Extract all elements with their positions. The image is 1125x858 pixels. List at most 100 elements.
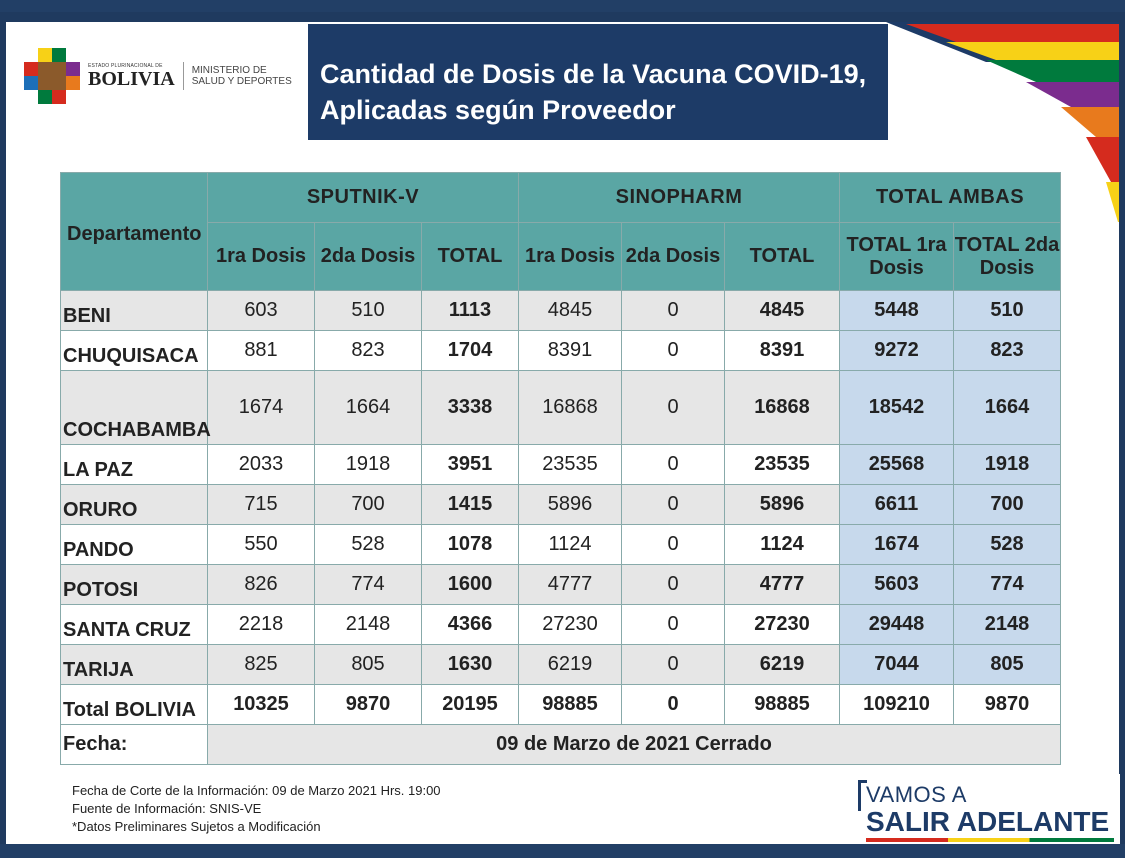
department-name: COCHABAMBA	[60, 370, 211, 445]
table-cell: 805	[953, 644, 1061, 685]
header: ESTADO PLURINACIONAL DE BOLIVIA MINISTER…	[6, 22, 1119, 222]
total-cell: 20195	[421, 684, 519, 725]
table-cell: 4777	[724, 564, 840, 605]
slogan-line1: VAMOS A	[866, 782, 967, 807]
group-sinopharm: SINOPHARM	[518, 172, 840, 223]
total-cell: 109210	[839, 684, 954, 725]
table-cell: 550	[207, 524, 315, 565]
table-cell: 25568	[839, 444, 954, 485]
footnote-source: Fuente de Información: SNIS-VE	[72, 801, 262, 816]
table-cell: 5896	[518, 484, 622, 525]
group-total-ambas: TOTAL AMBAS	[839, 172, 1061, 223]
table-cell: 1674	[839, 524, 954, 565]
table-cell: 4845	[724, 290, 840, 331]
table-cell: 1674	[207, 370, 315, 445]
table-row: LA PAZ 2033 1918 3951 23535 0 23535 25568 1918	[60, 444, 1061, 485]
table-cell: 0	[621, 564, 725, 605]
dep-header: Departamento	[60, 172, 208, 291]
table-cell: 0	[621, 444, 725, 485]
table-cell: 0	[621, 644, 725, 685]
table-cell: 6219	[518, 644, 622, 685]
table-cell: 27230	[724, 604, 840, 645]
group-sputnik: SPUTNIK-V	[207, 172, 519, 223]
slogan-word-adelante: ADELANTE	[956, 806, 1110, 837]
table-cell: 1078	[421, 524, 519, 565]
decorative-stripes	[886, 22, 1119, 222]
subheader: 2da Dosis	[621, 222, 725, 291]
subheader: TOTAL	[724, 222, 840, 291]
table-cell: 528	[314, 524, 422, 565]
page-title-line2: Aplicadas según Proveedor	[320, 95, 676, 125]
ministry-logo: ESTADO PLURINACIONAL DE BOLIVIA MINISTER…	[24, 44, 304, 108]
table-cell: 18542	[839, 370, 954, 445]
table-cell: 0	[621, 290, 725, 331]
footnote-cutoff: Fecha de Corte de la Información: 09 de …	[72, 783, 441, 798]
table-cell: 16868	[724, 370, 840, 445]
table-cell: 29448	[839, 604, 954, 645]
table-cell: 823	[314, 330, 422, 371]
table-cell: 2218	[207, 604, 315, 645]
table-cell: 1918	[314, 444, 422, 485]
table-cell: 4366	[421, 604, 519, 645]
total-cell: 98885	[724, 684, 840, 725]
table-cell: 1113	[421, 290, 519, 331]
fecha-value: 09 de Marzo de 2021 Cerrado	[207, 724, 1061, 765]
department-name: ORURO	[60, 484, 208, 525]
vaccine-doses-table: Departamento SPUTNIK-V SINOPHARM TOTAL A…	[60, 172, 1061, 765]
top-bar	[0, 0, 1125, 12]
table-cell: 2148	[314, 604, 422, 645]
table-cell: 700	[314, 484, 422, 525]
table-cell: 1704	[421, 330, 519, 371]
table-cell: 2148	[953, 604, 1061, 645]
table-cell: 1600	[421, 564, 519, 605]
table-cell: 1124	[724, 524, 840, 565]
table-cell: 1630	[421, 644, 519, 685]
table-cell: 23535	[724, 444, 840, 485]
department-name: CHUQUISACA	[60, 330, 208, 371]
table-row: TARIJA 825 805 1630 6219 0 6219 7044 805	[60, 644, 1061, 685]
subheader: 1ra Dosis	[207, 222, 315, 291]
table-cell: 700	[953, 484, 1061, 525]
department-name: SANTA CRUZ	[60, 604, 208, 645]
table-cell: 0	[621, 604, 725, 645]
department-name: POTOSI	[60, 564, 208, 605]
table-cell: 881	[207, 330, 315, 371]
table-cell: 5603	[839, 564, 954, 605]
table-cell: 9272	[839, 330, 954, 371]
table-cell: 0	[621, 370, 725, 445]
department-name: PANDO	[60, 524, 208, 565]
table-cell: 826	[207, 564, 315, 605]
table-cell: 6611	[839, 484, 954, 525]
table-cell: 0	[621, 524, 725, 565]
page-title-line1: Cantidad de Dosis de la Vacuna COVID-19,	[320, 59, 867, 89]
slogan-word-salir: SALIR	[866, 806, 950, 837]
total-cell: 98885	[518, 684, 622, 725]
table-cell: 528	[953, 524, 1061, 565]
table-cell: 805	[314, 644, 422, 685]
table-cell: 3951	[421, 444, 519, 485]
table-cell: 0	[621, 484, 725, 525]
department-name: LA PAZ	[60, 444, 208, 485]
title-box: Cantidad de Dosis de la Vacuna COVID-19,…	[308, 24, 888, 140]
table-cell: 8391	[724, 330, 840, 371]
table-row: POTOSI 826 774 1600 4777 0 4777 5603 774	[60, 564, 1061, 605]
table-cell: 16868	[518, 370, 622, 445]
table-cell: 7044	[839, 644, 954, 685]
total-label: Total BOLIVIA	[60, 684, 208, 725]
table-cell: 774	[314, 564, 422, 605]
table-cell: 825	[207, 644, 315, 685]
slogan-logo: VAMOS A SALIR ADELANTE	[852, 774, 1120, 846]
table-row: ORURO 715 700 1415 5896 0 5896 6611 700	[60, 484, 1061, 525]
table-cell: 715	[207, 484, 315, 525]
ministerio-line1: MINISTERIO DE	[191, 65, 267, 76]
table-cell: 1124	[518, 524, 622, 565]
table-row: COCHABAMBA 1674 1664 3338 16868 0 16868 18542 16…	[60, 370, 1061, 445]
bottom-bar	[0, 844, 1125, 858]
table-cell: 1664	[953, 370, 1061, 445]
total-row: Total BOLIVIA 10325 9870 20195 98885 0 9…	[60, 684, 1061, 725]
fecha-label: Fecha:	[60, 724, 208, 765]
subheader: 1ra Dosis	[518, 222, 622, 291]
table-cell: 8391	[518, 330, 622, 371]
table-cell: 774	[953, 564, 1061, 605]
table-cell: 4777	[518, 564, 622, 605]
